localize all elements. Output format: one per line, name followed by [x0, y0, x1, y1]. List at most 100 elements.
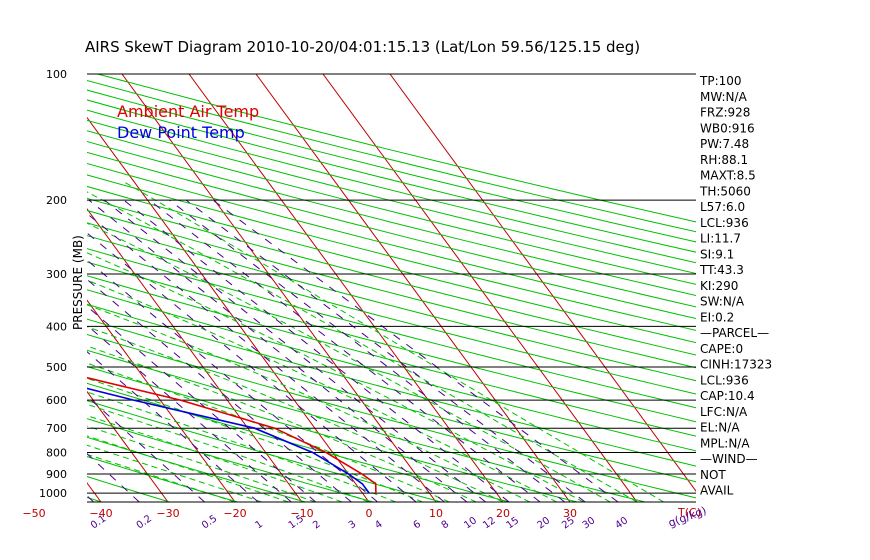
isotherm-line — [0, 74, 34, 502]
dry-adiabat-line — [87, 418, 374, 502]
dry-adiabat-line — [87, 366, 578, 502]
dry-adiabat-line — [87, 140, 696, 296]
index-entry: AVAIL — [700, 484, 734, 498]
mixing-ratio-tick-label: 8 — [440, 519, 452, 532]
mixing-ratio-line — [104, 199, 486, 502]
mixing-ratio-line — [123, 199, 510, 502]
index-entry: WB0:916 — [700, 121, 755, 135]
dry-adiabat-line — [87, 222, 696, 382]
index-entry: RH:88.1 — [700, 153, 748, 167]
index-entry: TP:100 — [699, 74, 742, 88]
index-entry: LI:11.7 — [700, 232, 741, 246]
dry-adiabat-line — [87, 318, 696, 483]
dry-adiabat-line — [87, 174, 696, 331]
isobar-grid — [87, 73, 696, 503]
isotherm-line — [255, 74, 571, 502]
mixing-ratio-line — [87, 324, 292, 502]
legend-entry: Dew Point Temp — [117, 123, 245, 142]
pressure-axis-labels: 100 200 300 400 500 600 700 800 900 1000 — [39, 68, 67, 500]
bottom-temp-tick-label: −40 — [89, 507, 112, 520]
moist-adiabat-line — [87, 326, 504, 502]
index-entry: CAPE:0 — [700, 342, 743, 356]
pressure-tick-label: 500 — [46, 361, 67, 374]
isotherm-line — [87, 390, 169, 502]
bottom-temp-tick-label: −50 — [22, 507, 45, 520]
dry-adiabat-line — [0, 74, 34, 502]
isotherm-line — [322, 74, 638, 502]
moist-adiabat-line — [87, 415, 343, 502]
dry-adiabat-line — [87, 261, 696, 423]
pressure-tick-label: 100 — [46, 68, 67, 81]
mixing-ratio-tick-label: 20 — [536, 515, 553, 531]
chart-title: AIRS SkewT Diagram 2010-10-20/04:01:15.1… — [85, 38, 640, 56]
dry-adiabat-line — [87, 235, 696, 395]
dry-adiabat-line — [87, 349, 646, 502]
isotherm-line — [87, 482, 102, 502]
mixing-ratio-tick-label: 0.2 — [135, 513, 154, 531]
moist-adiabat-line — [87, 391, 396, 502]
pressure-tick-label: 700 — [46, 422, 67, 435]
dry-adiabat-line — [87, 275, 696, 437]
index-entry: LFC:N/A — [700, 405, 748, 419]
bottom-temp-tick-label: −10 — [290, 507, 313, 520]
mixing-ratio-line — [212, 199, 619, 502]
mixing-ratio-tick-label: 4 — [373, 519, 385, 532]
mixing-ratio-line — [87, 351, 259, 502]
isotherm-line — [87, 116, 370, 502]
moist-adiabat-line — [87, 444, 262, 502]
index-entry: KI:290 — [700, 279, 738, 293]
isotherm-line — [389, 74, 696, 492]
bottom-temp-tick-label: −30 — [156, 507, 179, 520]
moist-adiabat-line — [87, 425, 316, 502]
mixing-ratio-line — [87, 452, 140, 502]
dry-adiabat-line — [87, 209, 696, 369]
dry-adiabat-line — [87, 333, 696, 499]
dew-point-temp-line — [87, 387, 370, 494]
sounding-series — [87, 376, 377, 494]
mixing-ratio-grid — [87, 199, 619, 502]
mixing-ratio-line — [169, 199, 566, 502]
mixing-ratio-tick-label: 1 — [254, 519, 266, 532]
dry-adiabat-line — [87, 109, 696, 264]
index-entry: CAP:10.4 — [700, 389, 755, 403]
index-entry: MAXT:8.5 — [700, 169, 756, 183]
dry-adiabat-line — [87, 162, 696, 320]
bottom-temp-tick-label: 0 — [366, 507, 373, 520]
dry-adiabat-line — [87, 303, 696, 467]
bottom-temp-tick-label: 20 — [496, 507, 510, 520]
index-entry: L57:6.0 — [700, 200, 745, 214]
moist-adiabat-grid — [87, 180, 665, 502]
moist-adiabat-line — [87, 304, 531, 502]
mixing-ratio-line — [87, 212, 445, 502]
index-entry: CINH:17323 — [700, 358, 772, 372]
pressure-tick-label: 400 — [46, 320, 67, 333]
pressure-tick-label: 200 — [46, 194, 67, 207]
index-entry: NOT — [700, 468, 726, 482]
mixing-ratio-tick-label: 6 — [412, 519, 424, 532]
dry-adiabat-line — [87, 99, 696, 253]
index-entry: FRZ:928 — [700, 106, 750, 120]
dry-adiabat-line — [87, 289, 696, 452]
bottom-temp-axis-labels: −50 −40 −30 −20 −10 0 10 20 30 — [22, 507, 577, 520]
moist-adiabat-line — [87, 362, 450, 502]
pressure-tick-label: 1000 — [39, 487, 67, 500]
index-entry: TT:43.3 — [699, 263, 744, 277]
mixing-ratio-tick-label: 40 — [613, 515, 630, 531]
index-entry: EL:N/A — [700, 421, 740, 435]
moist-adiabat-line — [87, 279, 557, 502]
isotherm-line — [87, 299, 236, 502]
moist-adiabat-line — [87, 222, 611, 502]
pressure-tick-label: 800 — [46, 447, 67, 460]
pressure-tick-label: 900 — [46, 468, 67, 481]
moist-adiabat-line — [87, 191, 638, 502]
dry-adiabat-line — [87, 185, 696, 344]
index-entry: PW:7.48 — [700, 137, 749, 151]
moist-adiabat-line — [122, 180, 665, 502]
mixing-ratio-tick-label: 10 — [462, 515, 479, 531]
dry-adiabat-line — [87, 456, 238, 502]
mixing-ratio-tick-label: 2 — [311, 519, 323, 532]
dry-adiabat-line — [87, 151, 696, 308]
ambient-air-temp-line — [87, 376, 377, 494]
dry-adiabat-line — [87, 119, 696, 275]
